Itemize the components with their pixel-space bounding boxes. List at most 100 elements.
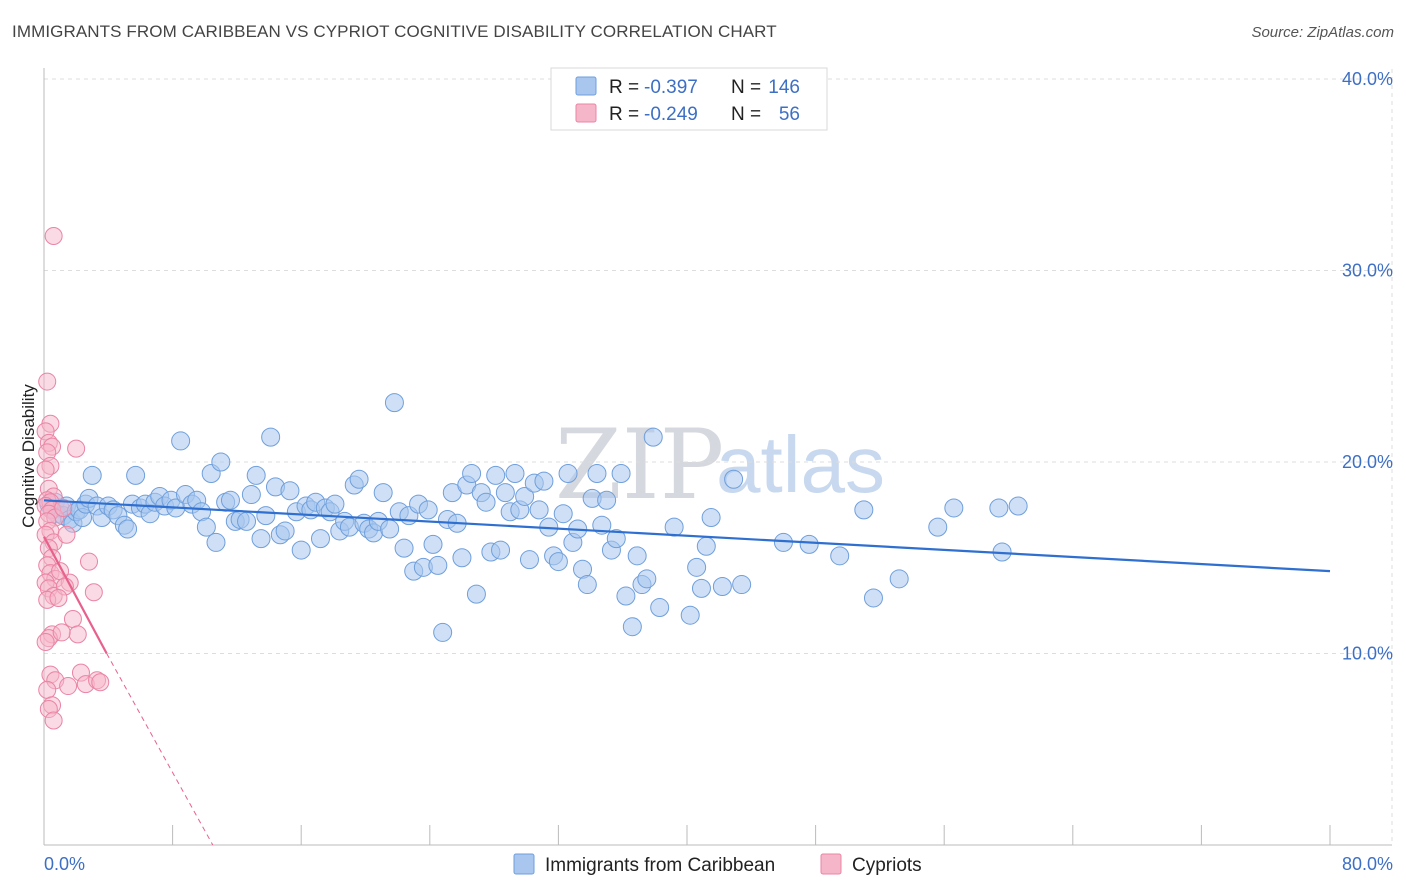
caribbean-point-37: [196, 517, 216, 537]
caribbean-point-48: [251, 529, 271, 549]
caribbean-point-141: [830, 546, 850, 566]
caribbean-point-14: [82, 465, 102, 485]
bottom-legend-label-cypriots: Cypriots: [852, 855, 922, 876]
cypriots-point-47: [84, 583, 103, 602]
cypriots-point-8: [36, 460, 55, 479]
caribbean-point-131: [680, 605, 700, 625]
caribbean-point-85: [433, 622, 453, 642]
caribbean-point-146: [944, 498, 964, 518]
cypriots-point-52: [49, 588, 68, 607]
x-tick-label-1: 80.0%: [1342, 854, 1393, 874]
bottom-legend-swatch-blue: [513, 853, 535, 875]
caribbean-point-121: [606, 529, 626, 549]
legend-r-value-2: -0.249: [644, 104, 698, 125]
caribbean-point-60: [310, 529, 330, 549]
caribbean-point-127: [637, 569, 657, 589]
cypriots-point-54: [59, 677, 78, 696]
caribbean-point-119: [597, 490, 617, 510]
caribbean-point-97: [491, 540, 511, 560]
caribbean-point-50: [261, 427, 281, 447]
caribbean-point-47: [246, 465, 266, 485]
caribbean-point-56: [291, 540, 311, 560]
cypriots-point-46: [80, 552, 99, 571]
caribbean-point-149: [1008, 496, 1028, 516]
caribbean-point-23: [126, 465, 146, 485]
caribbean-point-143: [863, 588, 883, 608]
caribbean-point-109: [548, 552, 568, 572]
caribbean-point-130: [664, 517, 684, 537]
caribbean-point-132: [687, 557, 707, 577]
caribbean-point-100: [505, 463, 525, 483]
caribbean-point-142: [854, 500, 874, 520]
cypriots-point-40: [57, 525, 76, 544]
caribbean-point-122: [611, 463, 631, 483]
caribbean-point-145: [928, 517, 948, 537]
caribbean-point-144: [889, 569, 909, 589]
caribbean-point-75: [384, 393, 404, 413]
cypriots-point-32: [36, 633, 55, 652]
caribbean-point-103: [519, 550, 539, 570]
caribbean-point-124: [622, 617, 642, 637]
caribbean-point-148: [989, 498, 1009, 518]
legend-n-value-2: 56: [779, 104, 800, 125]
chart-title: IMMIGRANTS FROM CARIBBEAN VS CYPRIOT COG…: [12, 22, 777, 41]
x-tick-label-0: 0.0%: [44, 854, 85, 874]
caribbean-point-128: [643, 427, 663, 447]
caribbean-point-102: [515, 486, 535, 506]
caribbean-point-115: [577, 575, 597, 595]
y-tick-labels: 10.0% 20.0% 30.0% 40.0%: [1342, 69, 1393, 664]
caribbean-point-137: [724, 469, 744, 489]
caribbean-point-125: [627, 546, 647, 566]
cypriots-point-49: [91, 673, 110, 692]
caribbean-point-40: [211, 452, 231, 472]
watermark-zip: ZIP: [555, 409, 724, 521]
cypriots-point-55: [67, 439, 86, 458]
legend-r-label-1: R =: [609, 77, 639, 98]
legend-n-label-2: N =: [731, 104, 761, 125]
correlation-legend: R = -0.397 N = 146 R = -0.249 N = 56: [550, 67, 828, 131]
caribbean-point-74: [380, 519, 400, 539]
caribbean-point-98: [495, 483, 515, 503]
legend-r-value-1: -0.397: [644, 77, 698, 98]
caribbean-point-39: [206, 532, 226, 552]
cypriots-point-35: [38, 680, 57, 699]
caribbean-point-106: [534, 471, 554, 491]
legend-swatch-pink: [575, 103, 597, 123]
caribbean-point-84: [428, 555, 448, 575]
legend-swatch-blue: [575, 76, 597, 96]
legend-n-value-1: 146: [768, 77, 800, 98]
caribbean-point-68: [349, 469, 369, 489]
caribbean-point-96: [486, 465, 506, 485]
cypriots-point-0: [44, 227, 63, 246]
cypriots-point-42: [63, 610, 82, 629]
caribbean-point-49: [256, 506, 276, 526]
caribbean-point-138: [732, 575, 752, 595]
bottom-legend-swatch-pink: [820, 853, 842, 875]
caribbean-point-32: [171, 431, 191, 451]
y-tick-label-3: 40.0%: [1342, 69, 1393, 89]
cypriots-point-38: [44, 711, 63, 730]
caribbean-point-129: [650, 598, 670, 618]
chart-source: Source: ZipAtlas.com: [1251, 24, 1394, 41]
caribbean-point-94: [476, 492, 496, 512]
bottom-legend-label-caribbean: Immigrants from Caribbean: [545, 855, 775, 876]
caribbean-point-92: [466, 584, 486, 604]
legend-r-label-2: R =: [609, 104, 639, 125]
trendlines: [43, 499, 1331, 846]
caribbean-point-134: [696, 536, 716, 556]
caribbean-point-83: [423, 534, 443, 554]
caribbean-point-123: [616, 586, 636, 606]
watermark-atlas: atlas: [716, 420, 885, 509]
watermark: ZIP atlas: [555, 409, 885, 521]
series-cypriots-points: [36, 227, 110, 730]
caribbean-point-77: [394, 538, 414, 558]
legend-box: [550, 67, 828, 131]
caribbean-point-135: [701, 508, 721, 528]
caribbean-point-136: [712, 576, 732, 596]
caribbean-point-42: [220, 490, 240, 510]
caribbean-point-111: [558, 463, 578, 483]
y-tick-label-1: 20.0%: [1342, 452, 1393, 472]
legend-n-label-1: N =: [731, 77, 761, 98]
cypriots-point-53: [52, 623, 71, 642]
